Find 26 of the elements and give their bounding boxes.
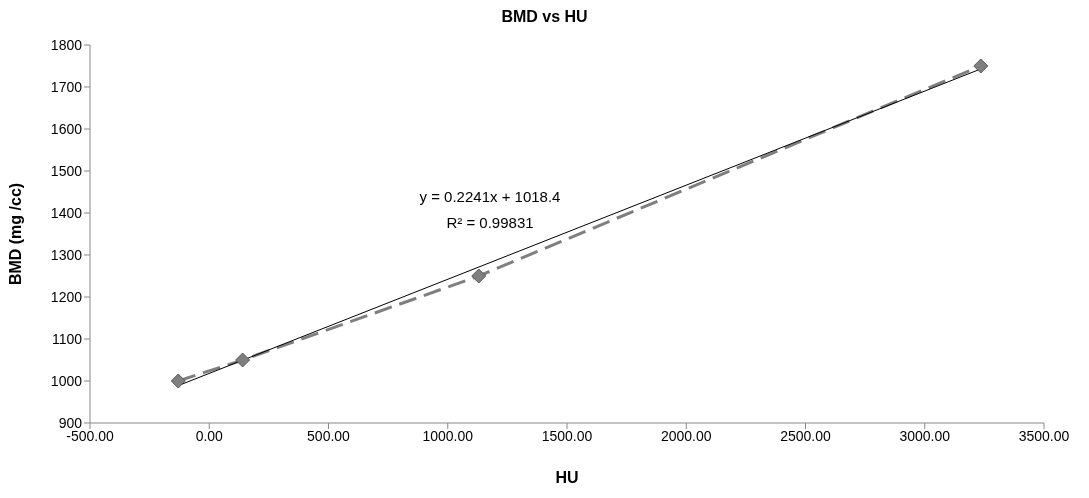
x-tick-label: 0.00 <box>195 427 224 444</box>
x-axis-title: HU <box>555 469 579 486</box>
y-tick-label: 1100 <box>51 330 83 347</box>
x-tick-label: 500.00 <box>307 427 351 444</box>
point <box>471 268 487 284</box>
point <box>235 352 251 368</box>
y-tick-label: 1200 <box>50 288 83 305</box>
y-tick-label: 1300 <box>50 246 83 263</box>
point <box>973 58 989 74</box>
y-tick-label: 1700 <box>50 78 83 95</box>
x-tick-label: 2500.00 <box>780 427 832 444</box>
y-tick-label: 1000 <box>50 372 83 389</box>
y-tick-label: 1500 <box>50 162 83 179</box>
x-tick-label: 2000.00 <box>660 427 712 444</box>
chart-title: BMD vs HU <box>500 8 589 26</box>
annotation: R² = 0.99831 <box>445 214 535 231</box>
point <box>170 373 186 389</box>
y-tick-label: 1600 <box>50 120 83 137</box>
x-tick-label: 1500.00 <box>541 427 593 444</box>
x-tick-label: 3500.00 <box>1018 427 1070 444</box>
y-axis-title: BMD (mg /cc) <box>6 182 24 286</box>
annotation: y = 0.2241x + 1018.4 <box>418 188 562 205</box>
y-tick-label: 1400 <box>50 204 83 221</box>
x-tick-label: 3000.00 <box>899 427 951 444</box>
y-tick-label: 1800 <box>50 36 83 53</box>
x-tick-label: 1000.00 <box>422 427 474 444</box>
